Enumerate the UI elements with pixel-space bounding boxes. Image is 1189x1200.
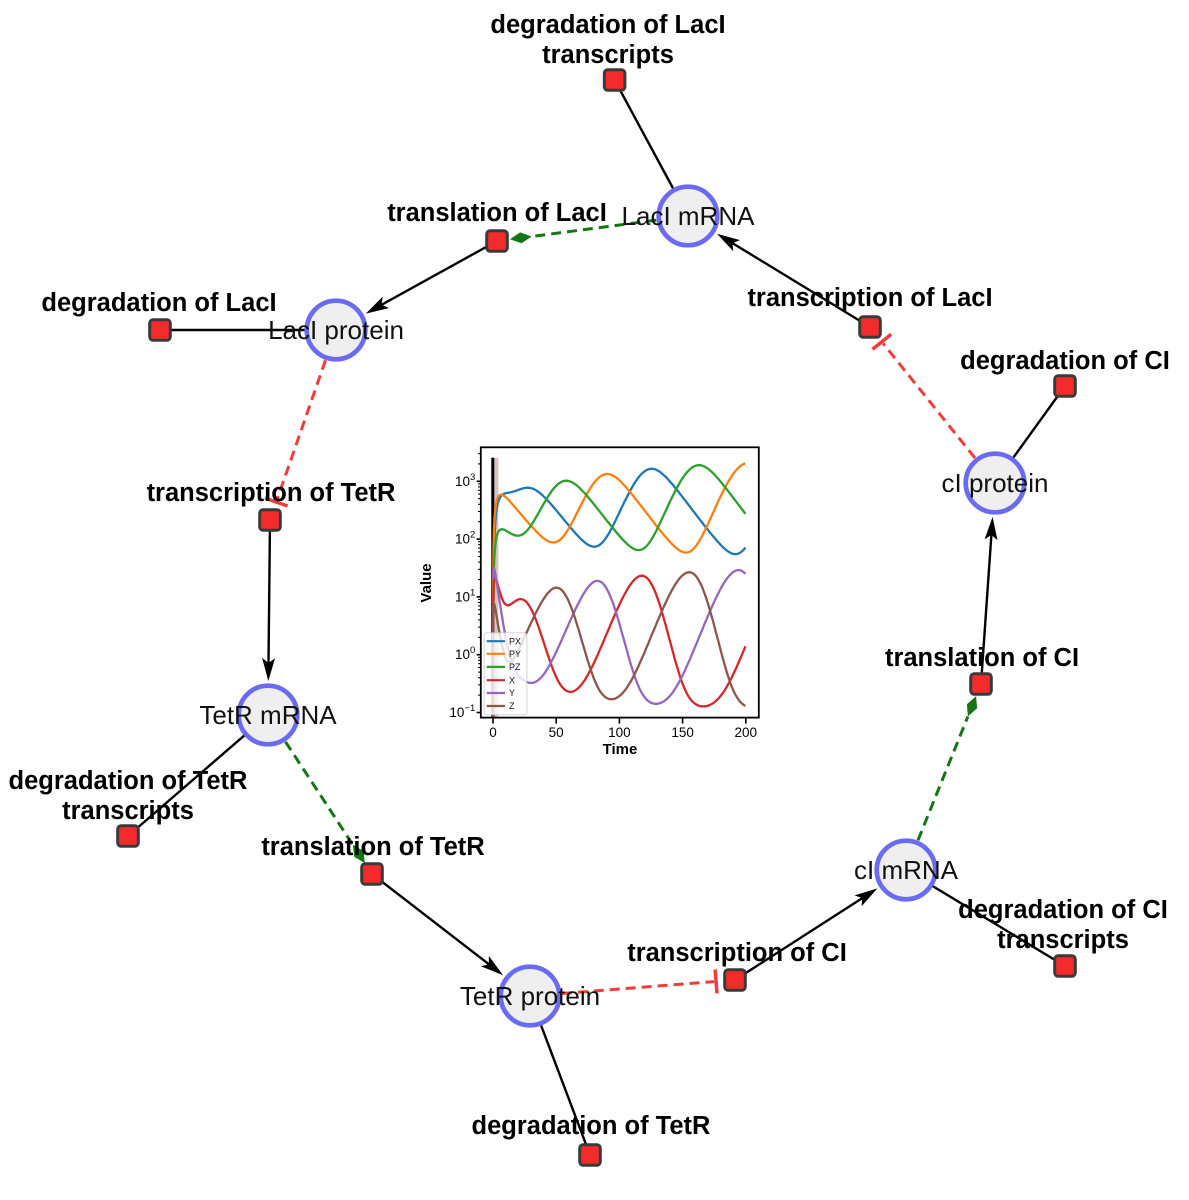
svg-text:Z: Z: [509, 701, 515, 711]
svg-text:PY: PY: [509, 649, 521, 659]
svg-text:degradation of CI: degradation of CI: [960, 347, 1170, 375]
svg-text:translation of LacI: translation of LacI: [387, 199, 607, 227]
svg-text:degradation of LacI: degradation of LacI: [41, 289, 276, 317]
svg-text:PZ: PZ: [509, 662, 521, 672]
svg-text:0: 0: [489, 725, 497, 740]
svg-text:transcription of TetR: transcription of TetR: [147, 479, 396, 507]
svg-text:50: 50: [549, 725, 564, 740]
svg-text:X: X: [509, 675, 515, 685]
svg-text:103: 103: [455, 472, 475, 489]
svg-text:degradation of LacI: degradation of LacI: [490, 11, 725, 39]
svg-text:transcripts: transcripts: [542, 41, 674, 69]
svg-text:LacI protein: LacI protein: [268, 315, 404, 345]
svg-text:101: 101: [455, 587, 475, 604]
svg-text:cI protein: cI protein: [942, 468, 1049, 498]
svg-text:degradation of TetR: degradation of TetR: [9, 767, 248, 795]
svg-text:Time: Time: [603, 741, 638, 758]
svg-text:cI mRNA: cI mRNA: [854, 855, 959, 885]
svg-text:LacI mRNA: LacI mRNA: [622, 201, 756, 231]
svg-text:102: 102: [455, 530, 475, 547]
svg-text:transcription of LacI: transcription of LacI: [747, 284, 992, 312]
svg-text:200: 200: [735, 725, 758, 740]
svg-text:transcripts: transcripts: [997, 926, 1129, 954]
svg-text:TetR mRNA: TetR mRNA: [199, 700, 337, 730]
svg-text:TetR protein: TetR protein: [460, 981, 600, 1011]
svg-text:translation of TetR: translation of TetR: [261, 833, 484, 861]
svg-text:10−1: 10−1: [449, 703, 475, 720]
svg-text:150: 150: [671, 725, 694, 740]
svg-text:Y: Y: [509, 688, 515, 698]
svg-text:transcription of CI: transcription of CI: [627, 939, 847, 967]
svg-text:100: 100: [608, 725, 631, 740]
svg-text:degradation of TetR: degradation of TetR: [472, 1112, 711, 1140]
svg-text:transcripts: transcripts: [62, 797, 194, 825]
svg-text:100: 100: [455, 645, 475, 662]
svg-text:Value: Value: [418, 563, 435, 602]
svg-text:translation of CI: translation of CI: [885, 644, 1079, 672]
svg-text:PX: PX: [509, 636, 521, 646]
svg-text:degradation of CI: degradation of CI: [958, 896, 1168, 924]
